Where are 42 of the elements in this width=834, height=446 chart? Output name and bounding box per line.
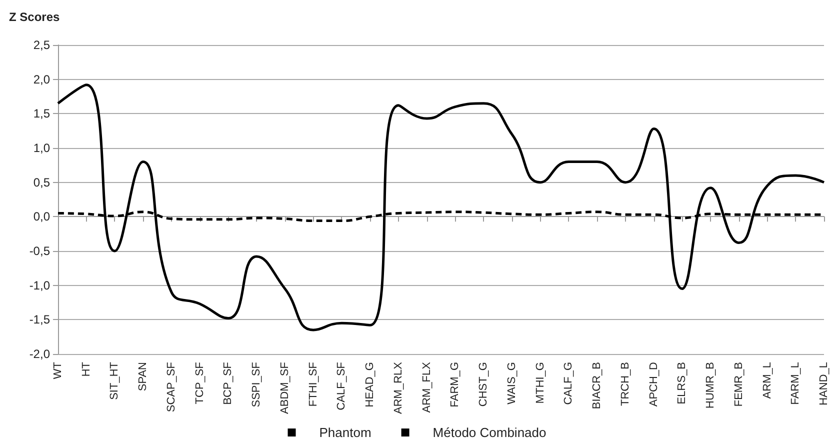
x-tick-label: ARM_L <box>761 362 774 399</box>
y-tick-label: 1,0 <box>33 141 50 155</box>
x-tick-label: HT <box>80 362 92 377</box>
y-tick-label: 0,0 <box>33 210 50 224</box>
x-tick-label: CALF_SF <box>336 362 348 410</box>
y-tick-label: -0,5 <box>29 244 50 258</box>
y-tick-label: -1,0 <box>29 278 50 292</box>
x-tick-label: MTHI_G <box>534 362 546 404</box>
x-tick-label: WT <box>52 362 64 380</box>
x-tick-label: FARM_L <box>790 362 802 405</box>
x-tick-label: ABDM_SF <box>278 362 291 414</box>
x-tick-label: FTHI_SF <box>307 362 320 407</box>
y-tick-label: -1,5 <box>29 312 50 327</box>
y-tick-label: -2,0 <box>29 347 50 361</box>
legend-label: Phantom <box>319 425 372 440</box>
x-tick-label: HEAD_G <box>364 362 376 408</box>
x-tick-label: HUMR_B <box>704 362 717 408</box>
x-tick-label: APCH_D <box>648 362 660 407</box>
y-tick-label: 0,5 <box>33 175 50 190</box>
y-tick-label: 1,5 <box>33 106 50 121</box>
x-tick-label: HAND_L <box>818 362 830 406</box>
x-tick-label: SCAP_SF <box>165 362 178 412</box>
x-tick-label: ELRS_B <box>676 362 688 404</box>
x-tick-label: SPAN <box>137 362 150 392</box>
x-tick-label: BCP_SF <box>222 362 234 405</box>
x-tick-label: SIT_HT <box>108 362 121 400</box>
x-tick-label: CALF_G <box>562 362 575 405</box>
y-axis-title: Z Scores <box>9 10 60 24</box>
x-tick-label: TRCH_B <box>619 362 632 406</box>
x-tick-label: WAIS_G <box>506 362 518 404</box>
x-tick-label: FEMR_B <box>732 362 745 407</box>
y-tick-label: 2,0 <box>33 72 50 86</box>
x-tick-label: SSPI_SF <box>250 362 263 408</box>
x-tick-label: ARM_FLX <box>420 361 433 413</box>
legend-label: Método Combinado <box>432 425 546 440</box>
x-tick-label: CHST_G <box>478 362 490 407</box>
x-tick-label: FARM_G <box>449 362 462 408</box>
y-tick-label: 2,5 <box>33 38 50 52</box>
line-series <box>56 84 826 332</box>
x-tick-label: BIACR_B <box>591 362 604 410</box>
x-tick-label: ARM_RLX <box>392 361 404 414</box>
x-tick-label: TCP_SF <box>194 362 206 404</box>
